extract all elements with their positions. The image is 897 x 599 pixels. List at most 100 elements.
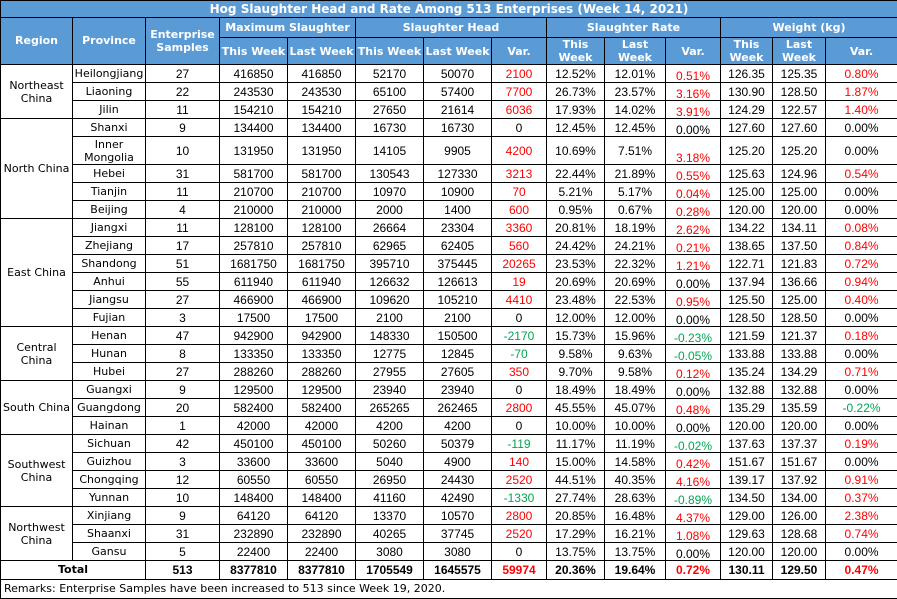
max-this-week-cell: 257810 bbox=[220, 237, 288, 255]
header-this-week: This Week bbox=[220, 38, 288, 65]
rate-var-cell: 0.00% bbox=[666, 543, 721, 561]
rate-this-week-cell: 10.69% bbox=[547, 137, 605, 165]
rate-this-week-cell: 12.00% bbox=[547, 309, 605, 327]
rate-var-cell: 1.08% bbox=[666, 525, 721, 543]
rate-last-week-cell: 20.69% bbox=[605, 273, 666, 291]
head-var-cell: -70 bbox=[492, 345, 547, 363]
weight-last-week-cell: 120.00 bbox=[773, 543, 826, 561]
rate-var-cell: -0.05% bbox=[666, 345, 721, 363]
rate-this-week-cell: 26.73% bbox=[547, 83, 605, 101]
weight-var-cell: 0.00% bbox=[826, 183, 897, 201]
rate-var-cell: 0.00% bbox=[666, 417, 721, 435]
max-this-week-cell: 129500 bbox=[220, 381, 288, 399]
rate-var-cell: 0.00% bbox=[666, 119, 721, 137]
rate-this-week-cell: 12.52% bbox=[547, 65, 605, 83]
rate-var-cell: 1.21% bbox=[666, 255, 721, 273]
rate-last-week-cell: 11.19% bbox=[605, 435, 666, 453]
head-last-week-cell: 50070 bbox=[424, 65, 492, 83]
province-cell: Shandong bbox=[73, 255, 146, 273]
head-last-week-cell: 4900 bbox=[424, 453, 492, 471]
rate-var-cell: 0.28% bbox=[666, 201, 721, 219]
weight-last-week-cell: 120.00 bbox=[773, 417, 826, 435]
head-this-week-cell: 3080 bbox=[356, 543, 424, 561]
province-cell: Shanxi bbox=[73, 119, 146, 137]
weight-last-week-cell: 137.37 bbox=[773, 435, 826, 453]
max-this-week-cell: 134400 bbox=[220, 119, 288, 137]
head-last-week-total: 1645575 bbox=[424, 561, 492, 580]
rate-last-week-cell: 10.00% bbox=[605, 417, 666, 435]
head-var-cell: 600 bbox=[492, 201, 547, 219]
rate-var-cell: -0.89% bbox=[666, 489, 721, 507]
rate-this-week-cell: 10.00% bbox=[547, 417, 605, 435]
max-last-week-cell: 133350 bbox=[288, 345, 356, 363]
rate-var-cell: 4.16% bbox=[666, 471, 721, 489]
rate-last-week-cell: 21.89% bbox=[605, 165, 666, 183]
max-last-week-cell: 611940 bbox=[288, 273, 356, 291]
head-var-cell: 3213 bbox=[492, 165, 547, 183]
rate-last-week-cell: 15.96% bbox=[605, 327, 666, 345]
max-this-week-cell: 42000 bbox=[220, 417, 288, 435]
samples-cell: 4 bbox=[146, 201, 220, 219]
rate-var-cell: 2.62% bbox=[666, 219, 721, 237]
weight-var-cell: 0.94% bbox=[826, 273, 897, 291]
head-var-cell: 4410 bbox=[492, 291, 547, 309]
weight-last-week-cell: 121.83 bbox=[773, 255, 826, 273]
max-last-week-cell: 154210 bbox=[288, 101, 356, 119]
header-samples: Enterprise Samples bbox=[146, 18, 220, 65]
head-last-week-cell: 57400 bbox=[424, 83, 492, 101]
max-this-week-cell: 128100 bbox=[220, 219, 288, 237]
head-this-week-total: 1705549 bbox=[356, 561, 424, 580]
head-var-cell: 3360 bbox=[492, 219, 547, 237]
max-last-week-cell: 243530 bbox=[288, 83, 356, 101]
rate-var-cell: 4.37% bbox=[666, 507, 721, 525]
head-var-cell: 140 bbox=[492, 453, 547, 471]
rate-last-week-cell: 16.21% bbox=[605, 525, 666, 543]
max-this-week-cell: 942900 bbox=[220, 327, 288, 345]
head-last-week-cell: 150500 bbox=[424, 327, 492, 345]
rate-this-week-cell: 24.42% bbox=[547, 237, 605, 255]
rate-last-week-cell: 16.48% bbox=[605, 507, 666, 525]
max-this-week-cell: 466900 bbox=[220, 291, 288, 309]
weight-last-week-total: 129.50 bbox=[773, 561, 826, 580]
head-this-week-cell: 41160 bbox=[356, 489, 424, 507]
head-last-week-cell: 27605 bbox=[424, 363, 492, 381]
rate-this-week-cell: 45.55% bbox=[547, 399, 605, 417]
head-this-week-cell: 10970 bbox=[356, 183, 424, 201]
samples-cell: 12 bbox=[146, 471, 220, 489]
max-last-week-cell: 450100 bbox=[288, 435, 356, 453]
weight-var-cell: -0.22% bbox=[826, 399, 897, 417]
weight-this-week-cell: 125.50 bbox=[721, 291, 773, 309]
weight-this-week-cell: 129.63 bbox=[721, 525, 773, 543]
head-last-week-cell: 37745 bbox=[424, 525, 492, 543]
samples-cell: 9 bbox=[146, 381, 220, 399]
head-this-week-cell: 2000 bbox=[356, 201, 424, 219]
samples-cell: 3 bbox=[146, 453, 220, 471]
weight-var-cell: 0.71% bbox=[826, 363, 897, 381]
rate-this-week-cell: 5.21% bbox=[547, 183, 605, 201]
max-this-week-cell: 288260 bbox=[220, 363, 288, 381]
weight-this-week-cell: 125.63 bbox=[721, 165, 773, 183]
head-last-week-cell: 24430 bbox=[424, 471, 492, 489]
province-cell: Henan bbox=[73, 327, 146, 345]
weight-last-week-cell: 133.88 bbox=[773, 345, 826, 363]
samples-cell: 11 bbox=[146, 183, 220, 201]
samples-cell: 31 bbox=[146, 525, 220, 543]
region-cell: Central China bbox=[1, 327, 73, 381]
head-var-cell: 20265 bbox=[492, 255, 547, 273]
rate-last-week-cell: 22.53% bbox=[605, 291, 666, 309]
weight-this-week-cell: 126.35 bbox=[721, 65, 773, 83]
total-label: Total bbox=[1, 561, 146, 580]
header-var: Var. bbox=[826, 38, 897, 65]
weight-this-week-cell: 137.63 bbox=[721, 435, 773, 453]
head-last-week-cell: 127330 bbox=[424, 165, 492, 183]
rate-last-week-cell: 12.01% bbox=[605, 65, 666, 83]
rate-var-cell: 0.51% bbox=[666, 65, 721, 83]
